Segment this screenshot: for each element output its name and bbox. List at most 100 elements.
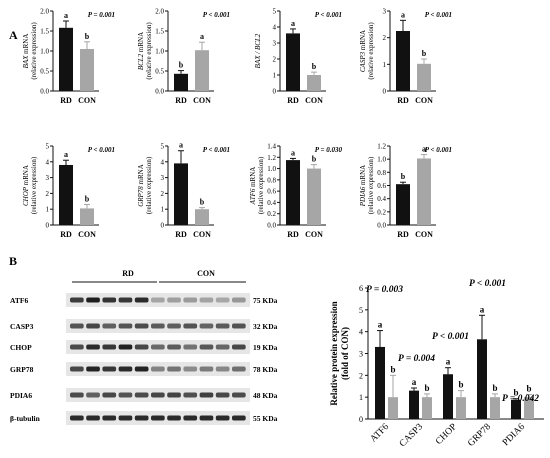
bar-rd [375,346,385,419]
blot-band [134,415,149,421]
y-axis-label-gene: CHOP [22,186,30,206]
y-axis-label-line2: (relative expression) [367,22,375,80]
y-tick-label: 1.0 [377,156,386,164]
group-label-con: CON [197,269,215,278]
panel-label-a: A [9,28,18,42]
blot-band [199,366,214,372]
bar-con [490,397,500,419]
y-axis-label-unit: mRNA [359,165,367,187]
p-value: P < 0.001 [425,11,452,19]
y-axis-label: BAX mRNA [22,34,30,69]
blot-band [70,344,84,350]
y-tick-label: 2 [46,190,50,198]
bar-rd [286,160,300,225]
blot-band [86,323,100,329]
blot-size-label: 75 KDa [253,296,278,305]
y-tick-label: 5 [161,143,165,151]
p-value: P = 0.030 [315,146,343,154]
blot-band [183,297,198,303]
y-tick-label: 1.2 [267,154,276,162]
y-axis-label-unit: mRNA [22,165,30,187]
significance-letter: a [291,148,295,157]
blot-band [232,392,246,398]
p-value: P < 0.001 [469,279,506,289]
y-tick-label: 1 [383,61,387,69]
blot-band [167,323,181,329]
blot-band [199,323,214,329]
y-tick-label: 1.0 [40,48,49,56]
blot-band [86,415,100,421]
y-tick-label: 0.0 [377,222,386,230]
bar-rd [396,184,410,225]
p-value: P = 0.004 [398,354,435,364]
x-tick-label: CON [305,96,323,105]
y-tick-label: 0 [359,415,363,424]
bar-con [417,63,431,91]
blot-band [232,366,246,372]
blot-band [215,366,230,372]
y-tick-label: 0 [383,88,387,96]
y-tick-label: 1.5 [40,28,49,36]
significance-letter: a [412,377,417,387]
y-tick-label: 0.8 [377,169,386,177]
x-tick-label: RD [287,96,299,105]
bar-rd [443,374,453,419]
bar-rd [477,339,487,419]
x-tick-label: CON [78,230,96,239]
y-axis-label: BAX / BCL2 [254,33,262,68]
significance-letter: b [424,383,429,393]
significance-letter: a [291,19,295,28]
blot-band [118,297,133,303]
y-tick-label: 6 [359,284,363,293]
significance-letter: a [480,304,485,314]
blot-protein-label: β-tubulin [10,414,41,423]
y-tick-label: 0.0 [267,222,276,230]
blot-protein-label: GRP78 [10,365,34,374]
blot-band [199,297,214,303]
blot-band [232,297,246,303]
blot-band [118,344,133,350]
blot-band [102,366,117,372]
y-tick-label: 0 [46,222,50,230]
y-axis-label-unit: mRNA [249,167,257,189]
x-tick-label: GRP78 [466,422,493,449]
y-axis-label-unit: mRNA [137,32,145,54]
y-axis-label: Relative protein expression [329,301,339,405]
blot-band [134,392,149,398]
y-axis-label-gene: GRP78 [137,186,145,207]
blot-protein-label: ATF6 [10,296,28,305]
blot-band [70,415,84,421]
y-tick-label: 0.6 [267,188,276,196]
p-value: P = 0.001 [88,11,115,19]
significance-letter: a [422,145,426,154]
mrna-chart-3: 0 1 2 3 4 5 a RD b CON P < 0.001 BAX / BCL2 [254,8,342,106]
x-tick-label: CON [193,230,211,239]
y-tick-label: 4 [46,158,50,166]
bar-rd [511,399,521,419]
group-label-rd: RD [122,269,134,278]
blot-band [167,415,181,421]
p-value: P < 0.001 [203,146,230,154]
p-value: P < 0.001 [315,11,342,19]
blot-band [183,415,198,421]
bar-rd [396,31,410,91]
y-tick-label: 0.6 [377,182,386,190]
blot-band [70,392,84,398]
blot-band [183,392,198,398]
blot-band [102,415,117,421]
bar-con [195,50,209,91]
x-tick-label: PDIA6 [501,422,527,448]
x-tick-label: CON [415,96,433,105]
y-tick-label: 1 [359,393,363,402]
y-tick-label: 3 [383,8,387,16]
y-axis-label-gene: BAX [22,55,30,69]
blot-size-label: 19 KDa [253,343,278,352]
blot-band [70,297,84,303]
mrna-chart-7: 0.0 0.2 0.4 0.6 0.8 1.0 1.2 1.4 a RD b CON P = 0.030… [249,143,342,240]
significance-letter: b [312,155,317,164]
blot-band [215,297,230,303]
blot-band [134,344,149,350]
blot-band [151,297,165,303]
mrna-chart-5: 0 1 2 3 4 5 a RD b CON P < 0.001 CHOP mRNA (relative… [22,143,115,240]
blot-band [118,323,133,329]
